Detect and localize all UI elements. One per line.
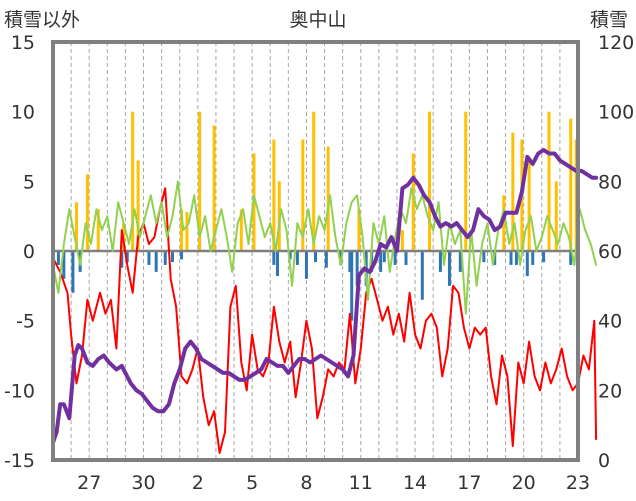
bar [355, 251, 359, 286]
bar [326, 146, 330, 251]
bar [71, 251, 75, 293]
chart-title: 奥中山 [289, 9, 346, 31]
right-tick-label: 100 [598, 102, 634, 124]
left-axis-label: 積雪以外 [4, 9, 80, 31]
x-tick-label: 11 [349, 472, 373, 494]
right-tick-label: 60 [598, 241, 622, 263]
series-line-3 [52, 180, 598, 315]
bar [350, 251, 354, 321]
bar [420, 251, 424, 300]
bar [120, 251, 124, 268]
bar [400, 230, 404, 251]
bar [180, 251, 184, 260]
bar [304, 251, 308, 279]
bar [212, 125, 216, 251]
left-tick-label: 5 [23, 171, 35, 193]
bar [295, 251, 299, 265]
bar [527, 160, 531, 251]
bar [447, 251, 451, 286]
bar [393, 251, 397, 265]
bar [272, 139, 276, 251]
right-axis-label: 積雪 [590, 9, 628, 31]
bar [147, 251, 151, 265]
bar [569, 118, 573, 251]
x-tick-label: 23 [566, 472, 590, 494]
x-tick-label: 8 [300, 472, 312, 494]
bar [348, 251, 352, 272]
bar [382, 251, 386, 263]
bar [301, 139, 305, 251]
left-tick-label: 10 [11, 102, 35, 124]
bar [428, 111, 432, 252]
bar [62, 251, 66, 279]
series-line-2 [52, 187, 598, 454]
bar [438, 251, 442, 272]
bar [314, 251, 317, 263]
bar [198, 111, 202, 252]
bar [239, 209, 243, 251]
x-tick-label: 27 [77, 472, 101, 494]
bar [569, 251, 573, 265]
right-tick-label: 80 [598, 171, 622, 193]
bar [514, 251, 518, 265]
bar [180, 209, 184, 251]
line-series [51, 148, 599, 454]
plot-frame [51, 40, 580, 462]
bar [125, 251, 129, 263]
bar [56, 251, 60, 265]
bar [272, 251, 276, 265]
bar [554, 181, 558, 251]
x-tick-label: 17 [457, 472, 481, 494]
left-tick-label: -15 [4, 450, 35, 472]
x-tick-label: 30 [131, 472, 155, 494]
left-tick-label: 0 [23, 241, 35, 263]
bar [131, 111, 135, 252]
bar [458, 251, 462, 272]
bar [404, 251, 408, 265]
left-tick-label: -10 [4, 380, 35, 402]
bar [163, 251, 167, 265]
right-tick-label: 0 [598, 450, 610, 472]
right-y-axis: 120 100 80 60 40 20 0 [598, 32, 634, 472]
bar [357, 209, 361, 251]
bar [75, 202, 79, 251]
bar [502, 195, 506, 251]
right-tick-label: 40 [598, 311, 622, 333]
left-tick-label: 15 [11, 32, 35, 54]
bar [154, 251, 158, 272]
bar [288, 251, 292, 260]
bar [547, 111, 551, 252]
bar [85, 174, 89, 251]
bar [379, 251, 383, 272]
bar [511, 132, 515, 251]
bar [525, 251, 529, 277]
series-line-4 [51, 148, 599, 445]
bar [531, 251, 535, 265]
right-tick-label: 20 [598, 380, 622, 402]
bar [170, 251, 174, 263]
bar [185, 211, 189, 251]
bar [509, 251, 513, 265]
x-tick-label: 14 [403, 472, 427, 494]
bar [464, 111, 468, 252]
yellow-bar-series [75, 111, 578, 252]
bar [136, 160, 140, 251]
left-y-axis: 15 10 5 0 -5 -10 -15 [4, 32, 35, 472]
bar [482, 251, 486, 263]
x-tick-label: 2 [192, 472, 204, 494]
bar [312, 111, 316, 252]
x-tick-label: 20 [512, 472, 536, 494]
bar [96, 209, 100, 251]
bar [275, 251, 279, 277]
left-tick-label: -5 [16, 311, 35, 333]
x-axis: 27 30 2 5 8 11 14 17 20 23 [77, 472, 590, 494]
bar [324, 251, 328, 268]
bar [411, 153, 415, 251]
bar [542, 251, 546, 263]
right-tick-label: 120 [598, 32, 634, 54]
x-tick-label: 5 [246, 472, 258, 494]
